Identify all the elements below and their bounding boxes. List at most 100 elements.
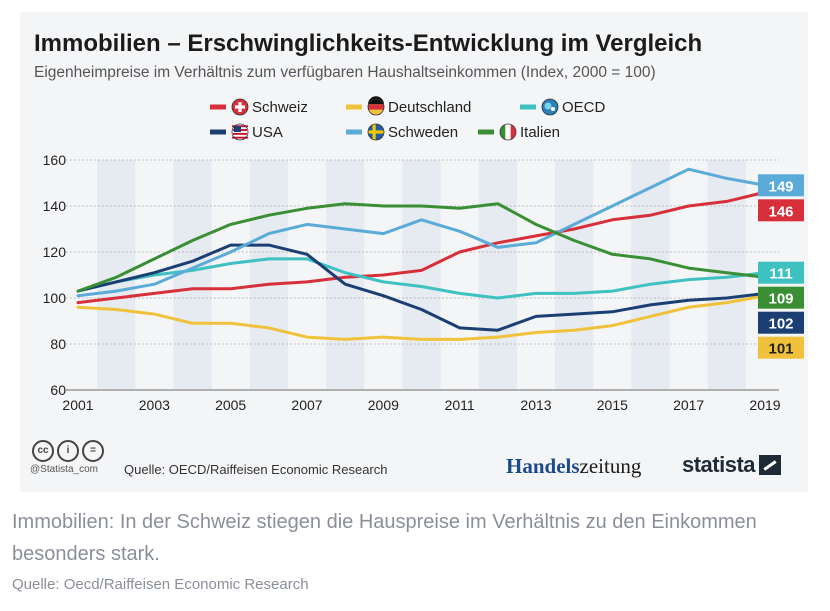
x-tick-label: 2013	[520, 397, 551, 413]
flag-stripe	[233, 132, 247, 135]
legend-label: OECD	[562, 99, 606, 116]
end-label-value: 102	[768, 316, 793, 333]
legend-label: Deutschland	[388, 99, 471, 116]
end-label-box	[758, 336, 804, 359]
year-band	[402, 160, 441, 390]
y-tick-label: 160	[43, 152, 67, 168]
year-band	[97, 160, 136, 390]
nd-icon: =	[82, 440, 104, 462]
flag-dot	[551, 107, 555, 111]
end-label-value: 101	[768, 341, 793, 358]
end-label-oecd: 111	[758, 261, 804, 284]
end-label-box	[758, 174, 804, 197]
end-label-value: 109	[768, 291, 793, 308]
end-label-value: 111	[769, 266, 792, 283]
flag-canton	[234, 126, 241, 132]
x-tick-label: 2015	[597, 397, 628, 413]
line-chart: 60 80 100 120 140 160 2001 2003 2005 2007 2009 2011…	[43, 96, 804, 413]
statista-handle: @Statista_com	[30, 464, 98, 475]
legend-item-schweiz: Schweiz	[210, 98, 308, 116]
x-tick-label: 2007	[291, 397, 322, 413]
x-tick-label: 2017	[673, 397, 704, 413]
series-line-usa	[76, 243, 767, 332]
end-label-italien: 109	[758, 286, 804, 309]
flag-stripe	[232, 136, 248, 139]
year-band	[555, 160, 594, 390]
x-tick-label: 2009	[368, 397, 399, 413]
flag-band	[510, 124, 516, 140]
chart-title: Immobilien – Erschwinglichkeits-Entwickl…	[34, 30, 703, 57]
y-tick-label: 60	[50, 382, 66, 398]
flag-outline	[231, 123, 249, 141]
x-tick-label: 2019	[749, 397, 780, 413]
x-tick-label: 2003	[139, 397, 170, 413]
flag-outline	[367, 98, 385, 116]
legend-item-deutschland: Deutschland	[346, 96, 471, 116]
series-line-schweden	[76, 167, 767, 298]
legend-label: USA	[252, 124, 283, 141]
legend-label: Schweden	[388, 124, 458, 141]
year-band	[249, 160, 288, 390]
it-flag-icon	[499, 123, 517, 141]
series-line-italien	[76, 202, 767, 293]
chart-source: Quelle: OECD/Raiffeisen Economic Researc…	[124, 462, 388, 477]
flag-band	[368, 109, 384, 115]
creative-commons-icons: cc i =	[32, 440, 104, 462]
legend-item-usa: USA	[210, 123, 283, 141]
handelszeitung-logo: Handelszeitung	[506, 454, 641, 479]
statista-mark-icon	[759, 455, 782, 475]
caption-source: Quelle: Oecd/Raiffeisen Economic Researc…	[12, 576, 309, 593]
x-tick-label: 2005	[215, 397, 246, 413]
statista-logo: statista	[682, 452, 782, 478]
flag-outline	[367, 123, 385, 141]
flag-outline	[541, 98, 559, 116]
flag-cross	[368, 130, 384, 134]
flag-cross	[238, 102, 242, 112]
end-label-usa: 102	[758, 311, 804, 334]
infographic-card: Immobilien – Erschwinglichkeits-Entwickl…	[20, 12, 808, 492]
flag-band	[500, 124, 506, 140]
handelszeitung-logo-part1: Handels	[506, 454, 580, 478]
article-caption: Immobilien: In der Schweiz stiegen die H…	[12, 511, 757, 565]
by-icon: i	[57, 440, 79, 462]
y-tick-label: 100	[43, 290, 67, 306]
us-flag-icon	[231, 123, 249, 141]
end-label-schweden: 149	[758, 174, 804, 197]
legend-item-italien: Italien	[478, 123, 560, 141]
end-label-box	[758, 311, 804, 334]
y-tick-label: 120	[43, 244, 67, 260]
series-line-oecd	[76, 257, 767, 300]
flag-cross	[372, 124, 376, 140]
end-label-box	[758, 261, 804, 284]
y-tick-label: 80	[50, 336, 66, 352]
legend-item-oecd: OECD	[520, 98, 606, 116]
flag-dot	[544, 102, 552, 110]
legend-label: Schweiz	[252, 99, 308, 116]
series-line-schweiz	[76, 190, 767, 305]
x-tick-label: 2001	[62, 397, 93, 413]
end-label-deutschland: 101	[758, 336, 804, 359]
flag-band	[368, 96, 384, 105]
flag-band	[368, 104, 384, 110]
x-tick-label: 2011	[445, 397, 475, 413]
year-band	[631, 160, 670, 390]
oecd-flag-icon	[541, 98, 559, 116]
year-band	[478, 160, 517, 390]
end-label-schweiz: 146	[758, 199, 804, 222]
handelszeitung-logo-part2: zeitung	[579, 454, 642, 478]
ch-flag-icon	[231, 98, 249, 116]
de-flag-icon	[367, 96, 385, 116]
end-label-box	[758, 199, 804, 222]
se-flag-icon	[367, 123, 385, 141]
flag-outline	[231, 98, 249, 116]
series-line-deutschland	[76, 294, 767, 341]
cc-icon: cc	[32, 440, 54, 462]
end-label-box	[758, 286, 804, 309]
legend-item-schweden: Schweden	[346, 123, 458, 141]
flag-outline	[499, 123, 517, 141]
end-label-value: 146	[768, 203, 793, 220]
chart-subtitle: Eigenheimpreise im Verhältnis zum verfüg…	[34, 64, 656, 81]
y-tick-label: 140	[43, 198, 67, 214]
legend-label: Italien	[520, 124, 560, 141]
statista-logo-text: statista	[682, 452, 756, 477]
